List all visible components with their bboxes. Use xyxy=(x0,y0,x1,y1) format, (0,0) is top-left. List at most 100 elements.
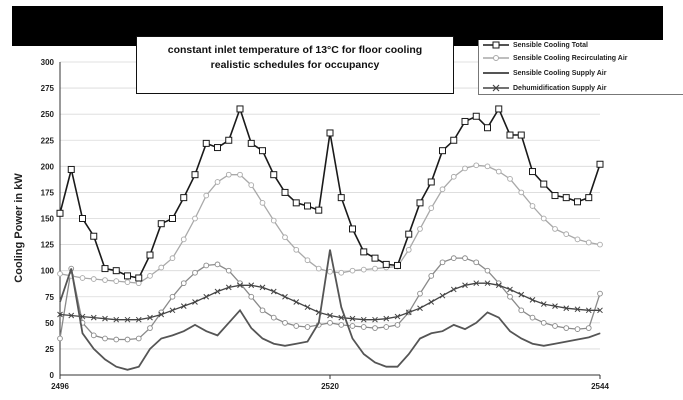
data-point xyxy=(217,334,218,336)
data-point xyxy=(405,246,412,253)
data-point xyxy=(236,105,244,113)
y-tick-label: 25 xyxy=(45,345,54,354)
data-point xyxy=(439,292,446,299)
data-point xyxy=(574,326,581,332)
data-point xyxy=(540,215,547,222)
data-point xyxy=(67,165,75,173)
data-point xyxy=(585,239,592,246)
data-point xyxy=(430,332,432,334)
data-point xyxy=(462,282,468,289)
data-point xyxy=(551,192,559,200)
data-point xyxy=(597,290,603,297)
data-point xyxy=(293,323,300,329)
data-point xyxy=(113,316,120,323)
data-point xyxy=(453,324,455,326)
data-point xyxy=(248,182,255,188)
data-point xyxy=(90,332,97,339)
y-tick-label: 150 xyxy=(41,215,55,224)
chart-legend: Sensible Cooling Total Sensible Cooling … xyxy=(478,40,683,95)
data-point xyxy=(203,293,210,300)
x-tick-label: 2496 xyxy=(51,382,69,391)
data-point xyxy=(462,165,468,172)
data-point xyxy=(520,337,522,339)
data-point xyxy=(304,324,311,330)
data-point xyxy=(124,272,131,280)
data-point xyxy=(585,325,592,331)
data-point xyxy=(464,328,466,330)
data-point xyxy=(360,248,368,256)
data-point xyxy=(597,307,603,314)
data-point xyxy=(472,112,480,120)
legend-swatch-total xyxy=(483,41,509,49)
legend-label-total: Sensible Cooling Total xyxy=(513,41,588,49)
data-point xyxy=(102,315,108,322)
data-point xyxy=(349,225,356,233)
data-point xyxy=(517,131,525,139)
data-point xyxy=(428,273,435,279)
data-point xyxy=(417,305,423,312)
data-point xyxy=(417,226,423,232)
data-point xyxy=(113,336,120,343)
data-point xyxy=(79,313,86,320)
y-tick-label: 200 xyxy=(41,162,55,171)
data-point xyxy=(532,343,533,345)
data-point xyxy=(259,284,266,291)
data-point xyxy=(135,316,142,323)
data-point xyxy=(518,291,525,298)
data-point xyxy=(585,307,592,314)
data-point xyxy=(282,234,288,241)
data-point xyxy=(487,311,488,313)
data-point xyxy=(509,330,511,332)
data-point xyxy=(57,335,63,342)
data-point xyxy=(473,280,480,287)
data-point xyxy=(363,353,365,355)
y-tick-label: 50 xyxy=(45,319,54,328)
data-point xyxy=(540,319,547,326)
data-point xyxy=(82,332,83,334)
data-point xyxy=(158,264,165,271)
data-point xyxy=(180,280,187,287)
series-3 xyxy=(57,280,603,323)
data-point xyxy=(552,303,558,309)
data-point xyxy=(147,314,153,321)
legend-label-dehumidification: Dehumidification Supply Air xyxy=(513,84,607,92)
annotation-box: constant inlet temperature of 13°C for f… xyxy=(136,36,454,94)
data-point xyxy=(214,179,221,185)
data-point xyxy=(59,301,61,303)
data-point xyxy=(529,203,536,209)
data-point xyxy=(554,343,556,345)
data-point xyxy=(147,325,153,331)
data-point xyxy=(543,345,545,347)
data-point xyxy=(540,180,548,188)
data-point xyxy=(338,269,345,276)
data-point xyxy=(102,335,108,342)
data-point xyxy=(169,255,176,261)
data-point xyxy=(563,231,570,238)
data-point xyxy=(112,267,120,275)
data-point xyxy=(450,255,457,261)
data-point xyxy=(475,322,477,324)
chart-axes: 0 25 50 75 100 125 150 175 200 225 250 275 300 2496 25… xyxy=(41,58,610,391)
data-point xyxy=(383,315,390,322)
data-point xyxy=(337,194,345,202)
data-point xyxy=(371,254,379,262)
data-point xyxy=(394,261,401,269)
data-point xyxy=(442,330,443,332)
y-tick-label: 100 xyxy=(41,267,55,276)
data-point xyxy=(596,160,604,168)
data-point xyxy=(146,251,154,259)
data-point xyxy=(507,293,513,300)
data-point xyxy=(529,297,536,303)
data-point xyxy=(577,339,578,341)
series-line xyxy=(59,282,600,321)
data-point xyxy=(394,322,401,328)
series-layer xyxy=(56,105,604,371)
data-point xyxy=(93,348,95,350)
y-tick-label: 75 xyxy=(45,293,54,302)
data-point xyxy=(563,305,570,312)
data-point xyxy=(329,249,331,251)
data-point xyxy=(281,188,289,196)
data-point xyxy=(160,337,162,339)
data-point xyxy=(507,176,513,182)
